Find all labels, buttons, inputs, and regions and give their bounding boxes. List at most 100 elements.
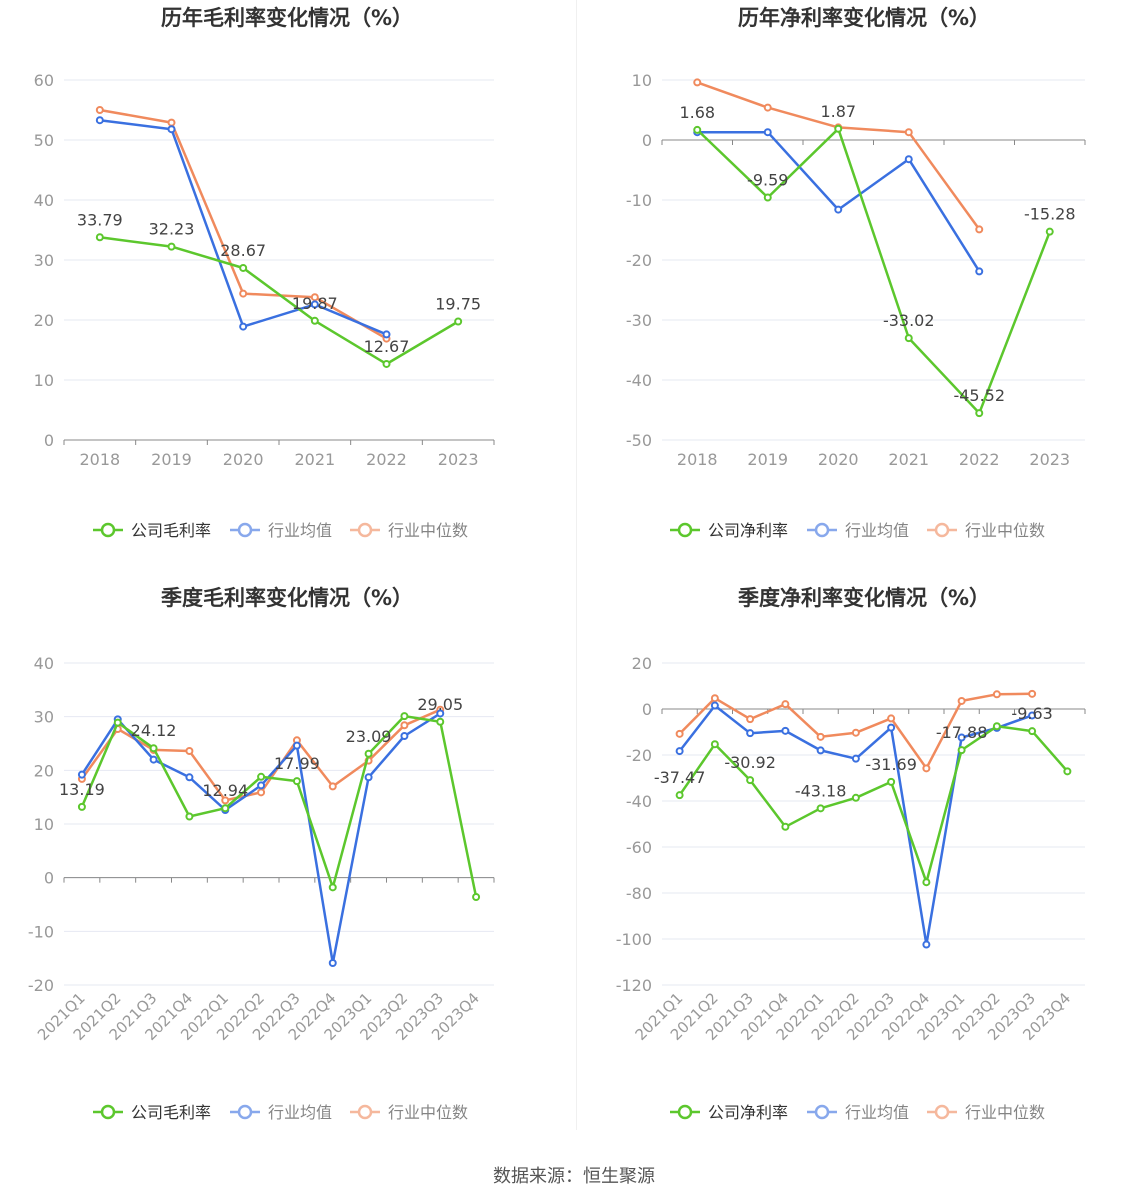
data-point-company[interactable] [746, 776, 755, 785]
data-point-avg[interactable] [851, 754, 860, 763]
data-point-avg[interactable] [763, 128, 772, 137]
data-point-company[interactable] [693, 125, 702, 134]
data-point-avg[interactable] [816, 746, 825, 755]
legend-item-median[interactable]: 行业中位数 [350, 1103, 468, 1122]
data-point-company[interactable] [1063, 767, 1072, 776]
data-point-avg[interactable] [149, 755, 158, 764]
data-point-median[interactable] [904, 128, 913, 137]
data-point-company[interactable] [472, 892, 481, 901]
data-point-company[interactable] [257, 772, 266, 781]
data-point-company[interactable] [77, 802, 86, 811]
data-point-median[interactable] [816, 732, 825, 741]
data-point-company[interactable] [922, 878, 931, 887]
legend-item-company[interactable]: 公司净利率 [670, 1103, 788, 1122]
legend-item-avg[interactable]: 行业均值 [807, 1103, 909, 1122]
data-point-avg[interactable] [382, 330, 391, 339]
data-point-median[interactable] [992, 690, 1001, 699]
data-point-company[interactable] [781, 822, 790, 831]
data-point-median[interactable] [781, 700, 790, 709]
data-point-company[interactable] [1045, 227, 1054, 236]
data-point-avg[interactable] [310, 300, 319, 309]
data-point-avg[interactable] [77, 770, 86, 779]
data-point-median[interactable] [746, 715, 755, 724]
data-point-median[interactable] [851, 728, 860, 737]
data-point-company[interactable] [95, 233, 104, 242]
data-point-avg[interactable] [436, 709, 445, 718]
data-point-company[interactable] [364, 749, 373, 758]
data-point-avg[interactable] [710, 701, 719, 710]
data-point-company[interactable] [310, 316, 319, 325]
legend-item-company[interactable]: 公司净利率 [670, 521, 788, 540]
data-point-company[interactable] [436, 717, 445, 726]
data-point-company[interactable] [834, 124, 843, 133]
data-point-avg[interactable] [746, 729, 755, 738]
legend-item-company[interactable]: 公司毛利率 [93, 1103, 211, 1122]
data-point-company[interactable] [113, 718, 122, 727]
data-point-avg[interactable] [834, 205, 843, 214]
data-point-company[interactable] [454, 317, 463, 326]
data-point-avg[interactable] [185, 773, 194, 782]
data-point-company[interactable] [710, 740, 719, 749]
data-point-avg[interactable] [239, 322, 248, 331]
legend-item-avg[interactable]: 行业均值 [230, 521, 332, 540]
data-point-company[interactable] [221, 804, 230, 813]
data-point-avg[interactable] [904, 155, 913, 164]
data-point-company[interactable] [239, 263, 248, 272]
data-point-company[interactable] [400, 712, 409, 721]
data-point-avg[interactable] [292, 741, 301, 750]
legend-item-median[interactable]: 行业中位数 [927, 1103, 1045, 1122]
data-point-avg[interactable] [257, 781, 266, 790]
data-point-median[interactable] [167, 118, 176, 127]
legend-item-avg[interactable]: 行业均值 [807, 521, 909, 540]
data-point-avg[interactable] [975, 267, 984, 276]
data-point-company[interactable] [292, 777, 301, 786]
data-point-company[interactable] [851, 793, 860, 802]
data-point-median[interactable] [400, 721, 409, 730]
data-point-median[interactable] [957, 696, 966, 705]
data-point-median[interactable] [95, 106, 104, 114]
data-point-company[interactable] [328, 883, 337, 892]
legend-item-median[interactable]: 行业中位数 [927, 521, 1045, 540]
data-point-avg[interactable] [400, 731, 409, 740]
data-point-company[interactable] [149, 744, 158, 753]
data-point-avg[interactable] [1028, 711, 1037, 720]
data-point-avg[interactable] [167, 125, 176, 134]
data-point-company[interactable] [185, 812, 194, 821]
data-point-median[interactable] [328, 782, 337, 791]
data-point-avg[interactable] [95, 116, 104, 125]
data-point-median[interactable] [975, 225, 984, 234]
legend-item-avg[interactable]: 行业均值 [230, 1103, 332, 1122]
data-point-median[interactable] [239, 289, 248, 298]
data-point-company[interactable] [382, 359, 391, 368]
data-point-median[interactable] [922, 764, 931, 773]
data-point-company[interactable] [904, 334, 913, 343]
data-point-avg[interactable] [887, 723, 896, 732]
data-point-median[interactable] [185, 747, 194, 756]
data-point-company[interactable] [957, 746, 966, 755]
data-point-median[interactable] [310, 293, 319, 302]
data-point-median[interactable] [221, 796, 230, 805]
data-point-company[interactable] [1028, 727, 1037, 736]
data-point-avg[interactable] [957, 733, 966, 742]
legend-item-company[interactable]: 公司毛利率 [93, 521, 211, 540]
data-point-median[interactable] [693, 78, 702, 87]
data-point-company[interactable] [992, 722, 1001, 731]
data-point-median[interactable] [257, 788, 266, 797]
data-point-median[interactable] [763, 103, 772, 112]
data-point-median[interactable] [710, 694, 719, 703]
data-point-company[interactable] [675, 791, 684, 800]
data-point-median[interactable] [1028, 689, 1037, 698]
data-point-company[interactable] [887, 777, 896, 786]
data-point-avg[interactable] [328, 958, 337, 967]
data-point-company[interactable] [167, 242, 176, 251]
data-point-company[interactable] [763, 193, 772, 202]
data-point-median[interactable] [887, 714, 896, 723]
data-point-median[interactable] [675, 729, 684, 738]
data-point-company[interactable] [816, 804, 825, 813]
data-point-avg[interactable] [675, 747, 684, 756]
data-point-company[interactable] [975, 409, 984, 418]
legend-item-median[interactable]: 行业中位数 [350, 521, 468, 540]
data-point-avg[interactable] [781, 726, 790, 735]
data-point-avg[interactable] [922, 940, 931, 949]
data-point-avg[interactable] [364, 773, 373, 782]
